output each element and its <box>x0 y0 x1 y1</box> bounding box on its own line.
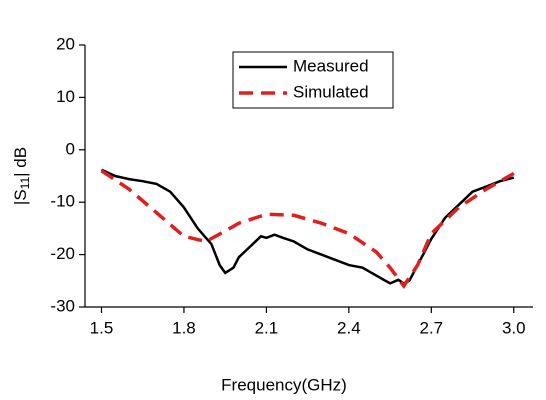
x-tick-label: 2.7 <box>419 318 443 337</box>
x-axis-label: Frequency(GHz) <box>221 375 347 394</box>
line-series <box>100 169 515 290</box>
y-tick-label: 10 <box>56 87 75 106</box>
y-label-part: |S <box>11 189 30 205</box>
x-tick-label: 1.5 <box>90 318 114 337</box>
x-tick-label: 3.0 <box>502 318 526 337</box>
y-label-sub: 11 <box>18 177 32 190</box>
x-tick-label: 2.4 <box>337 318 361 337</box>
x-tick-label: 1.8 <box>172 318 196 337</box>
legend-label: Simulated <box>293 82 369 101</box>
y-tick-label: -10 <box>50 192 75 211</box>
y-tick-label: -30 <box>50 296 75 315</box>
x-tick-label: 2.1 <box>255 318 279 337</box>
y-label-part: | dB <box>11 147 30 177</box>
y-axis-label: |S11| dB <box>11 147 32 205</box>
legend-label: Measured <box>293 56 369 75</box>
y-tick-label: -20 <box>50 244 75 263</box>
y-tick-label: 0 <box>66 139 75 158</box>
line-series <box>100 168 515 285</box>
y-tick-label: 20 <box>56 34 75 53</box>
legend-box <box>232 51 394 109</box>
